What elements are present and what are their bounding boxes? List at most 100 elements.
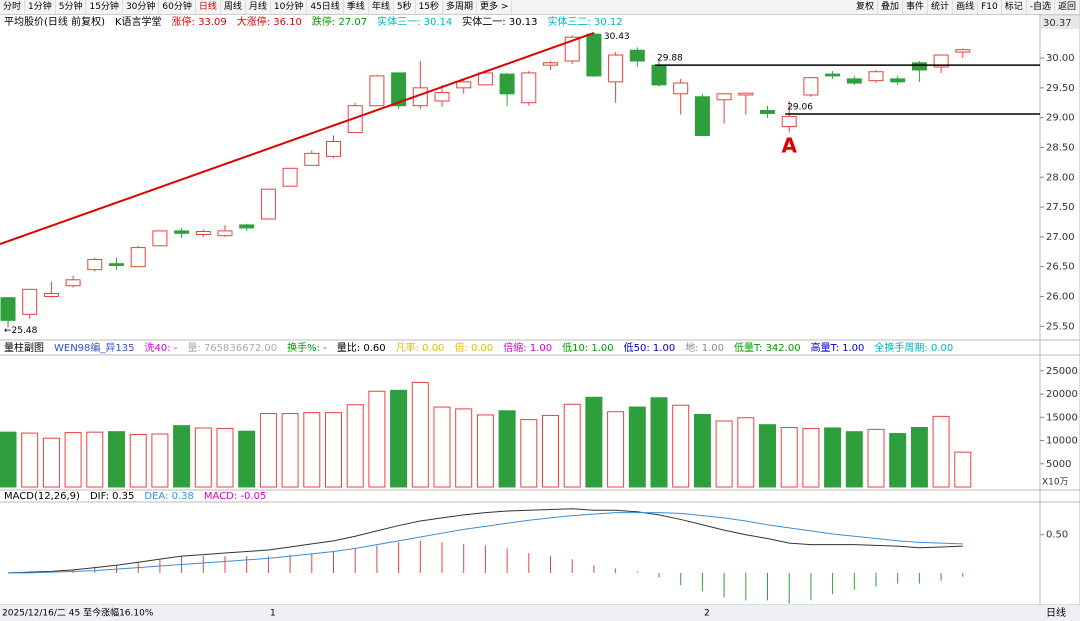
toolbar-button[interactable]: 15秒 — [416, 0, 444, 14]
toolbar-button[interactable]: 45日线 — [307, 0, 344, 14]
toolbar-button[interactable]: 日线 — [196, 0, 221, 14]
candle-body — [825, 73, 841, 77]
candle-body — [564, 36, 580, 62]
status-period: 日线 — [1046, 606, 1066, 619]
y-tick-label: 28.00 — [1046, 172, 1075, 183]
toolbar-button[interactable]: F10 — [978, 0, 1002, 14]
toolbar-button[interactable]: 30分钟 — [123, 0, 160, 14]
candle-body — [955, 49, 971, 53]
volume-bar — [845, 431, 863, 488]
candle-body — [0, 297, 16, 321]
volume-bar — [954, 451, 972, 488]
volume-bar — [325, 412, 342, 488]
volume-bar — [216, 427, 234, 488]
panel-header: MACD(12,26,9) — [4, 491, 80, 502]
volume-bar — [42, 437, 60, 488]
toolbar-button[interactable]: 季线 — [344, 0, 369, 14]
volume-bar — [542, 414, 559, 488]
panel-header: MACD: -0.05 — [204, 491, 266, 502]
volume-bar — [520, 419, 538, 488]
volume-bar — [910, 427, 928, 488]
toolbar-button[interactable]: 画线 — [953, 0, 979, 14]
toolbar-button[interactable]: 5分钟 — [56, 0, 87, 14]
level-label: 29.88 — [657, 54, 683, 64]
volume-bar — [455, 408, 473, 488]
candle-body — [890, 78, 906, 83]
toolbar-button[interactable]: 1分钟 — [25, 0, 56, 14]
volume-bar — [0, 431, 17, 488]
volume-bar — [650, 397, 668, 488]
candle-body — [347, 105, 363, 134]
y-tick-label: 28.50 — [1046, 142, 1075, 153]
panel-header: WEN98编_异135 — [54, 341, 135, 354]
candle-body — [456, 81, 472, 89]
volume-bar — [259, 413, 277, 488]
toolbar-button[interactable]: 分时 — [0, 0, 26, 14]
volume-bar — [151, 433, 169, 488]
toolbar-button[interactable]: 多周期 — [443, 0, 478, 14]
y-tick-label: 15000 — [1046, 412, 1078, 423]
toolbar-button[interactable]: 标记 — [1002, 0, 1027, 14]
period-mark: 1 — [270, 609, 276, 619]
toolbar-button[interactable]: 统计 — [928, 0, 954, 14]
toolbar-button[interactable]: 60分钟 — [159, 0, 196, 14]
toolbar: 分时 1分钟 5分钟 15分钟 30分钟 60分钟 日线 周线 月线 10分钟 45日线 季线 年线 5秒… — [0, 0, 1080, 15]
toolbar-button[interactable]: 月线 — [246, 0, 271, 14]
toolbar-button[interactable]: 周线 — [221, 0, 246, 14]
toolbar-button[interactable]: 更多 > — [477, 0, 513, 14]
candle-body — [629, 49, 645, 62]
panel-header: 实体三一: 30.14 — [377, 15, 452, 28]
toolbar-button[interactable]: 15分钟 — [86, 0, 123, 14]
y-tick-label: 5000 — [1046, 459, 1071, 470]
toolbar-button[interactable]: -自选 — [1027, 0, 1055, 14]
volume-bar — [21, 432, 39, 488]
candle-body — [673, 82, 689, 95]
candle-body — [738, 92, 754, 96]
volume-bar — [64, 432, 82, 488]
panel-header: 实体三二: 30.12 — [547, 15, 622, 28]
candle-body — [43, 293, 59, 297]
toolbar-button[interactable]: 返回 — [1055, 0, 1080, 14]
volume-bar — [281, 413, 299, 488]
trend-line — [0, 32, 595, 245]
toolbar-button[interactable]: 事件 — [903, 0, 929, 14]
volume-bar — [780, 427, 798, 488]
panel-header: 凡率: 0.00 — [396, 341, 445, 354]
toolbar-button[interactable]: 年线 — [369, 0, 394, 14]
volume-bar — [433, 406, 451, 488]
toolbar-button[interactable]: 10分钟 — [271, 0, 308, 14]
point-label: A — [781, 134, 797, 158]
toolbar-button[interactable]: 叠加 — [878, 0, 904, 14]
candle-body — [109, 263, 124, 266]
candle-body — [217, 230, 233, 237]
candle-body — [499, 73, 515, 95]
panel-header: 低量T: 342.00 — [734, 341, 801, 354]
panel-header: 全换手周期: 0.00 — [874, 341, 953, 354]
panel-header: 低50: 1.00 — [624, 341, 676, 354]
candle-body — [130, 247, 146, 268]
candle-body — [911, 62, 927, 71]
volume-bar — [346, 404, 364, 488]
panel-header: 倍: 0.00 — [454, 341, 493, 354]
candle-body — [282, 167, 298, 187]
panel-header: 低10: 1.00 — [562, 341, 614, 354]
volume-bar — [173, 425, 191, 488]
volume-bar — [824, 427, 842, 488]
volume-bar — [585, 396, 603, 488]
macd-line — [7, 508, 963, 574]
candle-body — [260, 188, 276, 220]
period-buttons: 分时 1分钟 5分钟 15分钟 30分钟 60分钟 日线 周线 月线 10分钟 45日线 季线 年线 5秒… — [0, 0, 853, 14]
toolbar-button[interactable]: 复权 — [853, 0, 879, 14]
y-tick-label: 30.00 — [1046, 53, 1075, 64]
panel-header: DEA: 0.38 — [144, 491, 194, 502]
candle-body — [239, 224, 255, 229]
candle-body — [868, 71, 884, 82]
high-label: 30.43 — [604, 32, 630, 42]
panel-header: DIF: 0.35 — [90, 491, 134, 502]
tool-buttons: 复权 叠加 事件 统计 画线 F10 标记 -自选 返回 — [853, 0, 1080, 14]
y-tick-label: 0.50 — [1046, 530, 1068, 541]
toolbar-button[interactable]: 5秒 — [394, 0, 416, 14]
volume-bar — [368, 390, 386, 488]
volume-bar — [108, 431, 125, 488]
